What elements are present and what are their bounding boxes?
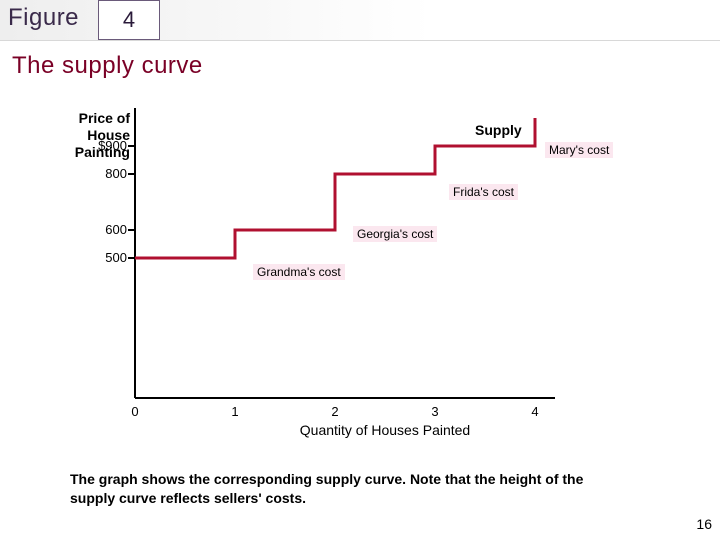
series-name: Supply bbox=[475, 122, 522, 138]
header-bar: Figure 4 bbox=[0, 0, 720, 41]
y-tick-500: 500 bbox=[77, 250, 127, 265]
figure-label: Figure bbox=[8, 4, 79, 32]
step-label-2: Frida's cost bbox=[449, 184, 518, 200]
chart-svg bbox=[65, 98, 625, 428]
caption: The graph shows the corresponding supply… bbox=[70, 470, 630, 508]
x-tick-0: 0 bbox=[125, 404, 145, 419]
figure-number-box: 4 bbox=[98, 0, 160, 40]
x-tick-3: 3 bbox=[425, 404, 445, 419]
x-tick-1: 1 bbox=[225, 404, 245, 419]
supply-chart: Price ofHousePainting$90080060050001234Q… bbox=[65, 98, 625, 458]
y-tick-600: 600 bbox=[77, 222, 127, 237]
x-tick-4: 4 bbox=[525, 404, 545, 419]
x-axis-title: Quantity of Houses Painted bbox=[235, 422, 535, 438]
y-tick-900: $900 bbox=[77, 138, 127, 153]
x-tick-2: 2 bbox=[325, 404, 345, 419]
step-label-1: Georgia's cost bbox=[353, 226, 437, 242]
step-label-0: Grandma's cost bbox=[253, 264, 345, 280]
step-label-3: Mary's cost bbox=[545, 142, 613, 158]
page-title: The supply curve bbox=[12, 52, 203, 80]
page-number: 16 bbox=[696, 516, 712, 532]
y-tick-800: 800 bbox=[77, 166, 127, 181]
